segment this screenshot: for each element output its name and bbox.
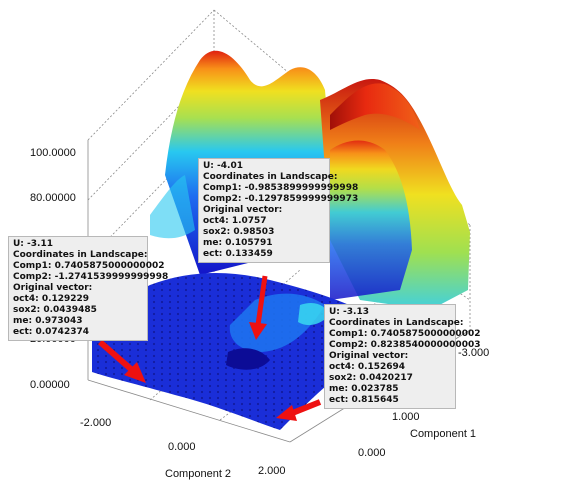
tooltip-line: ect: 0.815645 [329, 395, 399, 405]
tooltip-u-value: U: -4.01 [203, 161, 243, 171]
z-tick-label: 100.0000 [30, 147, 76, 159]
tooltip-line: Comp1: -0.9853899999999998 [203, 183, 359, 193]
tooltip-line: sox2: 0.98503 [203, 227, 275, 237]
y-axis-title: Component 2 [165, 468, 231, 480]
tooltip-line: Comp2: 0.8238540000000003 [329, 340, 481, 350]
x-axis: -3.000 1.000 0.000 Component 1 [358, 347, 489, 459]
tooltip-line: Coordinates in Landscape: [203, 172, 338, 182]
y-tick-label: -2.000 [80, 417, 111, 429]
tooltip-line: Original vector: [329, 351, 409, 361]
x-tick-label: 0.000 [358, 447, 386, 459]
arrow-to-middle-well [249, 275, 268, 340]
tooltip-line: oct4: 1.0757 [203, 216, 267, 226]
y-axis: -2.000 0.000 2.000 Component 2 [80, 417, 286, 480]
landscape-surface [92, 50, 470, 430]
tooltip-line: oct4: 0.152694 [329, 362, 406, 372]
tooltip-u-value: U: -3.13 [329, 307, 369, 317]
tooltip-u-value: U: -3.11 [13, 239, 53, 249]
tooltip-line: me: 0.105791 [203, 238, 273, 248]
tooltip-point-1: U: -4.01 Coordinates in Landscape: Comp1… [198, 158, 359, 263]
x-axis-title: Component 1 [410, 428, 476, 440]
tooltip-line: Comp1: 0.7405875000000002 [329, 329, 481, 339]
tooltip-point-2: U: -3.11 Coordinates in Landscape: Comp1… [8, 236, 169, 341]
arrow-to-left-well [98, 339, 146, 383]
tooltip-line: Comp2: -0.1297859999999973 [203, 194, 359, 204]
tooltip-line: ect: 0.0742374 [13, 327, 89, 337]
tooltip-line: oct4: 0.129229 [13, 294, 90, 304]
y-tick-label: 0.000 [168, 441, 196, 453]
tooltip-line: sox2: 0.0420217 [329, 373, 413, 383]
tooltip-line: me: 0.023785 [329, 384, 399, 394]
z-tick-label: 80.00000 [30, 192, 76, 204]
arrow-to-right-well [276, 399, 322, 421]
annotation-arrows [98, 275, 322, 421]
z-tick-label: 0.00000 [30, 379, 70, 391]
tooltip-line: ect: 0.133459 [203, 249, 273, 259]
tooltip-point-3: U: -3.13 Coordinates in Landscape: Comp1… [324, 304, 481, 409]
tooltip-line: Original vector: [203, 205, 283, 215]
tooltip-line: Original vector: [13, 283, 93, 293]
tooltip-line: me: 0.973043 [13, 316, 83, 326]
x-tick-label: 1.000 [392, 411, 420, 423]
tooltip-line: Comp1: 0.7405875000000002 [13, 261, 165, 271]
tooltip-line: Coordinates in Landscape: [13, 250, 148, 260]
y-tick-label: 2.000 [258, 465, 286, 477]
tooltip-line: sox2: 0.0439485 [13, 305, 97, 315]
tooltip-line: Comp2: -1.2741539999999998 [13, 272, 169, 282]
tooltip-line: Coordinates in Landscape: [329, 318, 464, 328]
x-tick-label: -3.000 [458, 347, 489, 359]
